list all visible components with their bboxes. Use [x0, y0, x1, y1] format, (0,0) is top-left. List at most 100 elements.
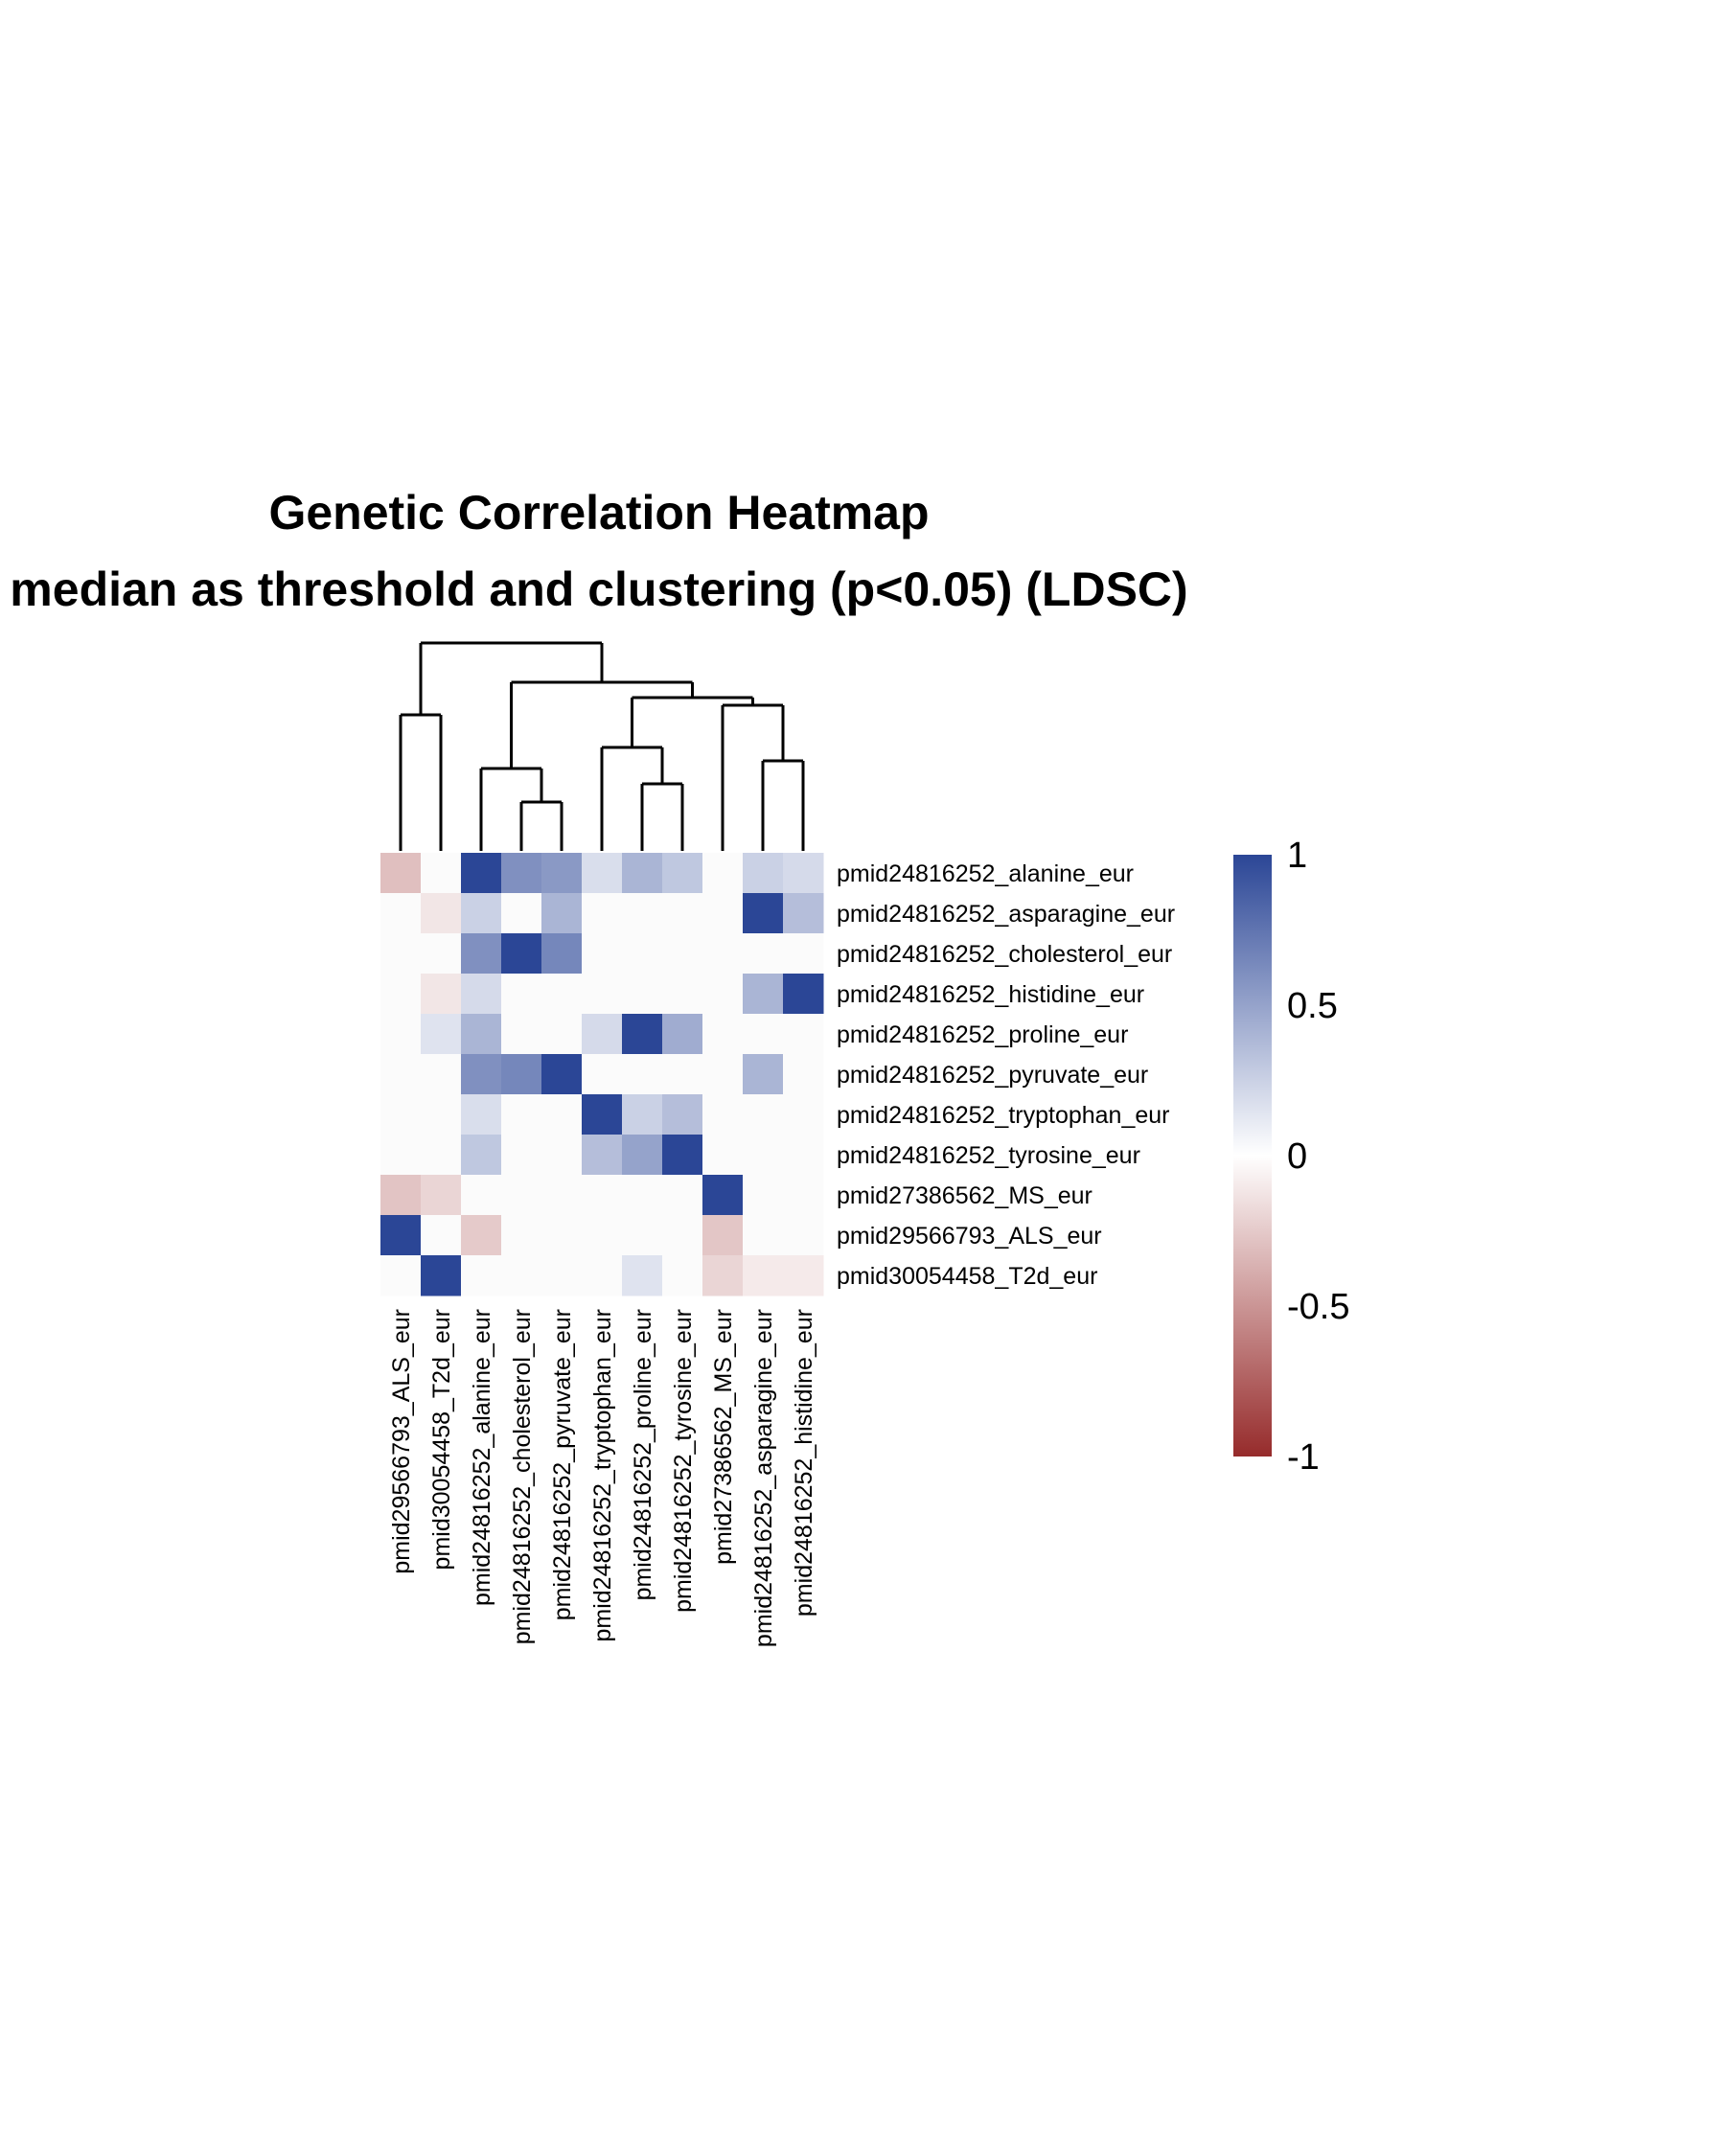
- heatmap-cell: [662, 1215, 703, 1256]
- column-label: pmid24816252_histidine_eur: [791, 1309, 817, 1617]
- heatmap-cell: [380, 1054, 422, 1095]
- heatmap-cell: [501, 1014, 542, 1055]
- heatmap-cell: [461, 1255, 502, 1296]
- heatmap-cell: [702, 1054, 744, 1095]
- heatmap-cell: [541, 1014, 583, 1055]
- heatmap-cell: [421, 1094, 462, 1135]
- heatmap-cell: [662, 1135, 703, 1176]
- heatmap-cell: [743, 1215, 784, 1256]
- heatmap-cell: [582, 933, 623, 975]
- heatmap-cell: [461, 1014, 502, 1055]
- column-label: pmid24816252_cholesterol_eur: [509, 1309, 536, 1644]
- column-labels: pmid29566793_ALS_eur pmid30054458_T2d_eur…: [388, 1309, 817, 1647]
- heatmap-cell: [582, 1135, 623, 1176]
- chart-subtitle: median as threshold and clustering (p<0.…: [10, 562, 1187, 616]
- heatmap-cell: [380, 1094, 422, 1135]
- column-label: pmid24816252_alanine_eur: [469, 1309, 495, 1606]
- heatmap-cell: [582, 893, 623, 934]
- row-label: pmid24816252_asparagine_eur: [837, 901, 1175, 928]
- heatmap-cell: [622, 933, 663, 975]
- heatmap-cell: [421, 933, 462, 975]
- heatmap-cell: [501, 1054, 542, 1095]
- heatmap-cell: [501, 893, 542, 934]
- heatmap-cell: [421, 1215, 462, 1256]
- heatmap-cell: [622, 1175, 663, 1216]
- heatmap-cell: [501, 853, 542, 894]
- heatmap-cell: [380, 974, 422, 1015]
- heatmap-cell: [702, 974, 744, 1015]
- heatmap-cell: [380, 1175, 422, 1216]
- heatmap-cell: [380, 853, 422, 894]
- column-label: pmid24816252_pyruvate_eur: [549, 1309, 576, 1620]
- column-label: pmid24816252_proline_eur: [630, 1309, 656, 1600]
- heatmap-cell: [783, 1255, 824, 1296]
- heatmap-cell: [662, 974, 703, 1015]
- colorbar-tick-label: 0.5: [1287, 986, 1338, 1026]
- colorbar-tick-label: 0: [1287, 1136, 1307, 1177]
- heatmap-cell: [461, 1135, 502, 1176]
- column-label: pmid30054458_T2d_eur: [428, 1309, 455, 1570]
- colorbar: 1 0.5 0 -0.5 -1: [1233, 836, 1349, 1478]
- heatmap-cell: [743, 1094, 784, 1135]
- heatmap-cell: [501, 1215, 542, 1256]
- chart-title: Genetic Correlation Heatmap: [268, 486, 929, 539]
- row-label: pmid24816252_alanine_eur: [837, 860, 1134, 887]
- heatmap-cell: [582, 1014, 623, 1055]
- row-label: pmid24816252_pyruvate_eur: [837, 1062, 1148, 1089]
- row-label: pmid30054458_T2d_eur: [837, 1263, 1097, 1290]
- heatmap-cell: [743, 1255, 784, 1296]
- heatmap-cell: [702, 1255, 744, 1296]
- heatmap-cell: [582, 1094, 623, 1135]
- heatmap-cell: [421, 853, 462, 894]
- heatmap-cell: [783, 974, 824, 1015]
- heatmap-cell: [622, 1215, 663, 1256]
- colorbar-tick-label: -1: [1287, 1437, 1320, 1478]
- heatmap-cell: [743, 853, 784, 894]
- heatmap-cell: [461, 1094, 502, 1135]
- heatmap-cell: [702, 1014, 744, 1055]
- heatmap-cell: [421, 1175, 462, 1216]
- heatmap-cell: [541, 893, 583, 934]
- heatmap-cell: [380, 1014, 422, 1055]
- heatmap-cell: [421, 1054, 462, 1095]
- heatmap-cell: [622, 1014, 663, 1055]
- column-dendrogram: [399, 641, 805, 851]
- heatmap-cell: [622, 893, 663, 934]
- row-label: pmid24816252_cholesterol_eur: [837, 941, 1172, 968]
- heatmap-cell: [421, 1255, 462, 1296]
- colorbar-tick-label: 1: [1287, 836, 1307, 876]
- heatmap-cell: [582, 1175, 623, 1216]
- colorbar-tick-label: -0.5: [1287, 1287, 1349, 1327]
- row-labels: pmid24816252_alanine_eur pmid24816252_asp…: [837, 860, 1175, 1290]
- heatmap-cell: [622, 1255, 663, 1296]
- heatmap-cell: [743, 893, 784, 934]
- heatmap-cell: [541, 1054, 583, 1095]
- heatmap-cell: [662, 1014, 703, 1055]
- heatmap-cell: [421, 1014, 462, 1055]
- heatmap-cell: [783, 1135, 824, 1176]
- heatmap-cell: [702, 893, 744, 934]
- heatmap-cell: [541, 933, 583, 975]
- heatmap-cell: [702, 1135, 744, 1176]
- heatmap-cell: [461, 974, 502, 1015]
- heatmap-cell: [743, 933, 784, 975]
- heatmap-cell: [783, 893, 824, 934]
- row-label: pmid27386562_MS_eur: [837, 1182, 1092, 1209]
- row-label: pmid24816252_tyrosine_eur: [837, 1142, 1140, 1169]
- heatmap-cell: [743, 1135, 784, 1176]
- heatmap-cell: [743, 1054, 784, 1095]
- heatmap-cell: [662, 933, 703, 975]
- heatmap-cell: [783, 853, 824, 894]
- heatmap-cell: [662, 1255, 703, 1296]
- heatmap-cell: [541, 1215, 583, 1256]
- column-label: pmid24816252_asparagine_eur: [750, 1309, 777, 1647]
- heatmap-cell: [582, 974, 623, 1015]
- heatmap-cell: [541, 1255, 583, 1296]
- heatmap-cell: [541, 853, 583, 894]
- heatmap-cell: [662, 1054, 703, 1095]
- heatmap-cells: [380, 853, 824, 1296]
- column-label: pmid29566793_ALS_eur: [388, 1309, 415, 1574]
- heatmap-cell: [582, 853, 623, 894]
- heatmap-cell: [622, 853, 663, 894]
